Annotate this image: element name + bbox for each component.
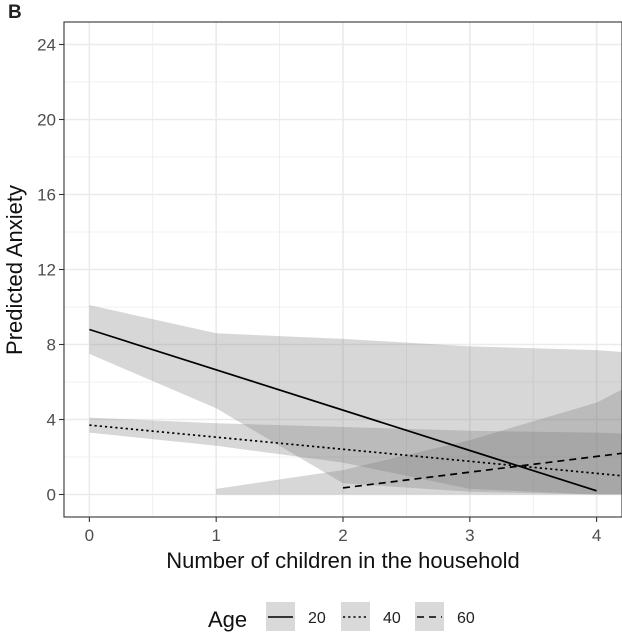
y-tick-label: 24 [37, 36, 56, 55]
x-tick-label: 0 [85, 526, 94, 545]
y-tick-label: 12 [37, 261, 56, 280]
series-line-age-20 [89, 328, 597, 492]
series-line-age-60 [342, 452, 622, 489]
y-tick-label: 4 [47, 411, 56, 430]
legend-label-20: 20 [308, 610, 326, 627]
panel-label: B [8, 2, 22, 23]
axis-ticks [59, 43, 598, 522]
y-tick-label: 20 [37, 111, 56, 130]
y-tick-label: 16 [37, 186, 56, 205]
confidence-bands [89, 305, 622, 495]
legend-title: Age [208, 607, 247, 632]
series-lines [89, 328, 622, 492]
grid [64, 22, 622, 517]
x-tick-label: 4 [592, 526, 601, 545]
y-axis-title: Predicted Anxiety [2, 185, 27, 355]
x-tick-label: 3 [465, 526, 474, 545]
y-tick-label: 8 [47, 336, 56, 355]
y-tick-label: 0 [47, 486, 56, 505]
legend-label-60: 60 [457, 610, 475, 627]
confidence-band-age-60 [216, 389, 622, 495]
legend-label-40: 40 [383, 610, 401, 627]
x-tick-label: 1 [211, 526, 220, 545]
confidence-band-age-40 [89, 417, 622, 495]
confidence-band-age-20 [89, 305, 622, 495]
series-line-age-40 [89, 424, 622, 477]
x-tick-label: 2 [338, 526, 347, 545]
x-axis-title: Number of children in the household [166, 548, 519, 573]
legend: Age 20 40 60 [208, 602, 475, 632]
